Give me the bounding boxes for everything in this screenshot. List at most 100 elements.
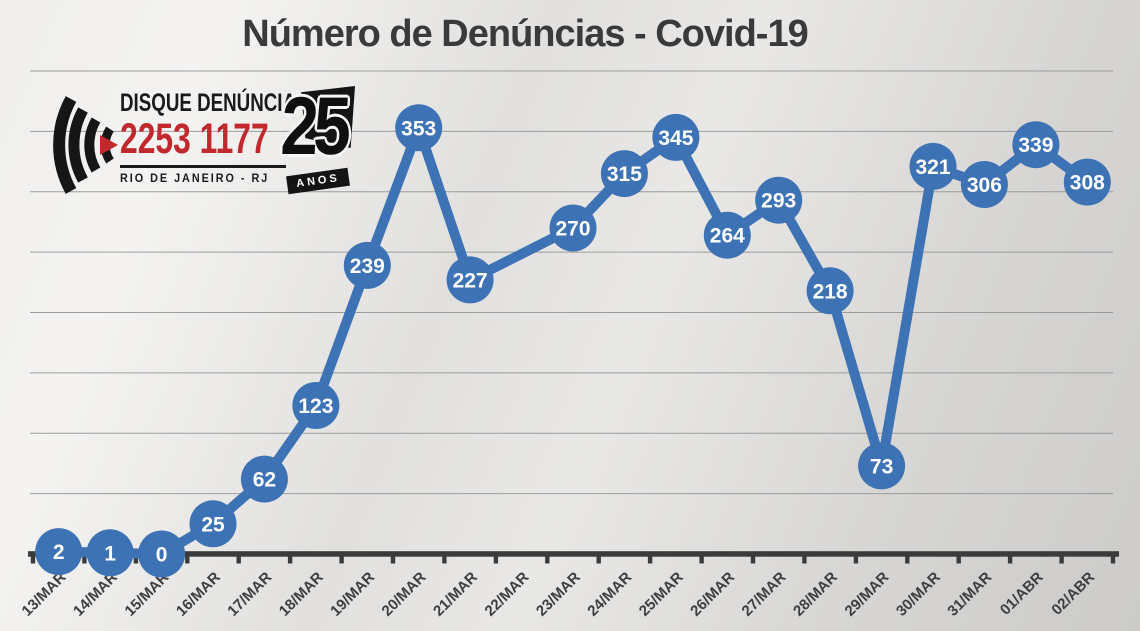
x-axis-label: 13/MAR — [19, 569, 70, 620]
chart-title: Número de Denúncias - Covid-19 — [242, 13, 808, 55]
x-axis-label: 16/MAR — [173, 569, 224, 620]
data-point-marker — [138, 530, 186, 578]
logo-text-block: DISQUE DENÚNCIA 2253 1177 RIO DE JANEIRO… — [120, 89, 300, 186]
x-axis-label: 19/MAR — [327, 569, 378, 620]
x-axis-tick — [802, 556, 807, 564]
x-axis-label: 25/MAR — [636, 569, 687, 620]
data-point-marker — [960, 161, 1008, 208]
data-point-marker — [343, 241, 391, 289]
data-point-label: 293 — [761, 190, 796, 213]
data-point-label: 62 — [253, 469, 276, 492]
data-point-marker — [292, 382, 340, 429]
x-axis-tick — [596, 556, 601, 564]
sound-wave-arc — [84, 117, 101, 173]
data-point-label: 0 — [156, 544, 168, 567]
data-point-label: 353 — [401, 117, 436, 140]
x-axis-label: 20/MAR — [379, 569, 430, 620]
data-point-label: 2 — [53, 541, 65, 564]
sound-waves-icon — [53, 96, 118, 194]
badge-ribbon-label: ANOS — [295, 172, 341, 190]
data-point-marker — [86, 529, 134, 577]
data-point-label: 1 — [104, 542, 116, 565]
data-point-label: 306 — [967, 174, 1002, 197]
x-axis-tick — [905, 556, 910, 564]
data-point-marker — [240, 455, 288, 503]
x-axis-tick — [956, 556, 961, 564]
play-triangle-icon — [100, 135, 118, 155]
data-point-marker — [446, 256, 494, 304]
x-axis-tick — [339, 556, 344, 564]
data-point-marker — [189, 500, 237, 548]
disque-denuncia-logo: DISQUE DENÚNCIA 2253 1177 RIO DE JANEIRO… — [38, 81, 368, 208]
data-point-marker — [35, 528, 83, 576]
x-axis-line — [28, 551, 1119, 557]
data-point-label: 315 — [607, 163, 642, 186]
x-axis-label: 31/MAR — [944, 569, 995, 620]
x-axis-tick — [236, 556, 241, 564]
x-axis-tick — [1110, 556, 1116, 564]
x-axis-label: 17/MAR — [224, 569, 275, 620]
x-axis-label: 26/MAR — [687, 569, 738, 620]
x-axis-label: 02/ABR — [1048, 569, 1098, 619]
x-axis-label: 22/MAR — [482, 569, 533, 620]
sound-wave-arc — [68, 107, 88, 183]
logo-divider — [120, 165, 286, 169]
x-axis-tick — [82, 556, 87, 564]
data-point-marker — [909, 142, 957, 190]
sound-wave-arc — [53, 96, 77, 194]
x-axis-label: 24/MAR — [584, 569, 635, 620]
x-axis-tick — [545, 556, 550, 564]
x-axis-tick — [185, 556, 190, 564]
logo-phone-number: 2253 1177 — [120, 114, 269, 163]
badge-flag-shape — [301, 86, 355, 148]
data-point-label: 73 — [870, 455, 893, 478]
x-axis-label: 27/MAR — [739, 569, 790, 620]
data-point-marker — [755, 176, 803, 224]
x-axis-label: 18/MAR — [276, 569, 327, 620]
x-axis-tick — [1007, 556, 1013, 564]
data-point-marker — [549, 204, 597, 252]
data-point-marker — [1012, 121, 1060, 169]
badge-number: 25 — [279, 81, 349, 172]
logo-name: DISQUE DENÚNCIA — [120, 89, 297, 117]
data-point-marker — [1063, 158, 1111, 206]
x-axis-label: 23/MAR — [533, 569, 584, 620]
x-axis-tick — [493, 556, 499, 564]
data-point-marker — [858, 442, 906, 490]
x-axis-label: 28/MAR — [790, 569, 841, 620]
x-axis-label: 30/MAR — [893, 569, 944, 620]
x-axis-tick — [1059, 556, 1064, 564]
data-point-label: 227 — [453, 269, 488, 292]
data-point-label: 308 — [1070, 172, 1105, 195]
x-axis-label: 14/MAR — [70, 569, 121, 620]
data-point-marker — [395, 104, 443, 152]
data-point-label: 339 — [1018, 134, 1053, 157]
data-point-label: 270 — [555, 218, 590, 241]
x-axis-tick — [442, 556, 447, 564]
data-point-label: 239 — [350, 255, 385, 278]
x-axis-tick — [133, 556, 139, 564]
data-point-label: 25 — [201, 513, 225, 536]
x-axis-tick — [699, 556, 704, 564]
logo-city: RIO DE JANEIRO - RJ — [120, 171, 270, 186]
x-axis-label: 01/ABR — [997, 569, 1047, 619]
data-point-marker — [703, 211, 751, 259]
anniversary-badge-25-anos: 25 ANOS — [279, 81, 361, 196]
data-point-marker — [806, 267, 854, 315]
x-axis-label: 29/MAR — [842, 569, 893, 620]
data-point-marker — [600, 150, 648, 198]
x-axis-tick — [750, 556, 756, 564]
data-point-label: 345 — [658, 127, 693, 150]
data-point-label: 123 — [298, 395, 333, 418]
x-axis-tick — [390, 556, 396, 564]
data-point-label: 218 — [813, 280, 848, 303]
data-point-label: 264 — [710, 225, 745, 248]
x-axis-tick — [853, 556, 859, 564]
x-axis-tick — [287, 556, 293, 564]
x-axis-tick — [647, 556, 653, 564]
x-axis-label: 21/MAR — [430, 569, 481, 620]
data-point-marker — [652, 113, 700, 161]
data-point-label: 321 — [915, 156, 950, 179]
